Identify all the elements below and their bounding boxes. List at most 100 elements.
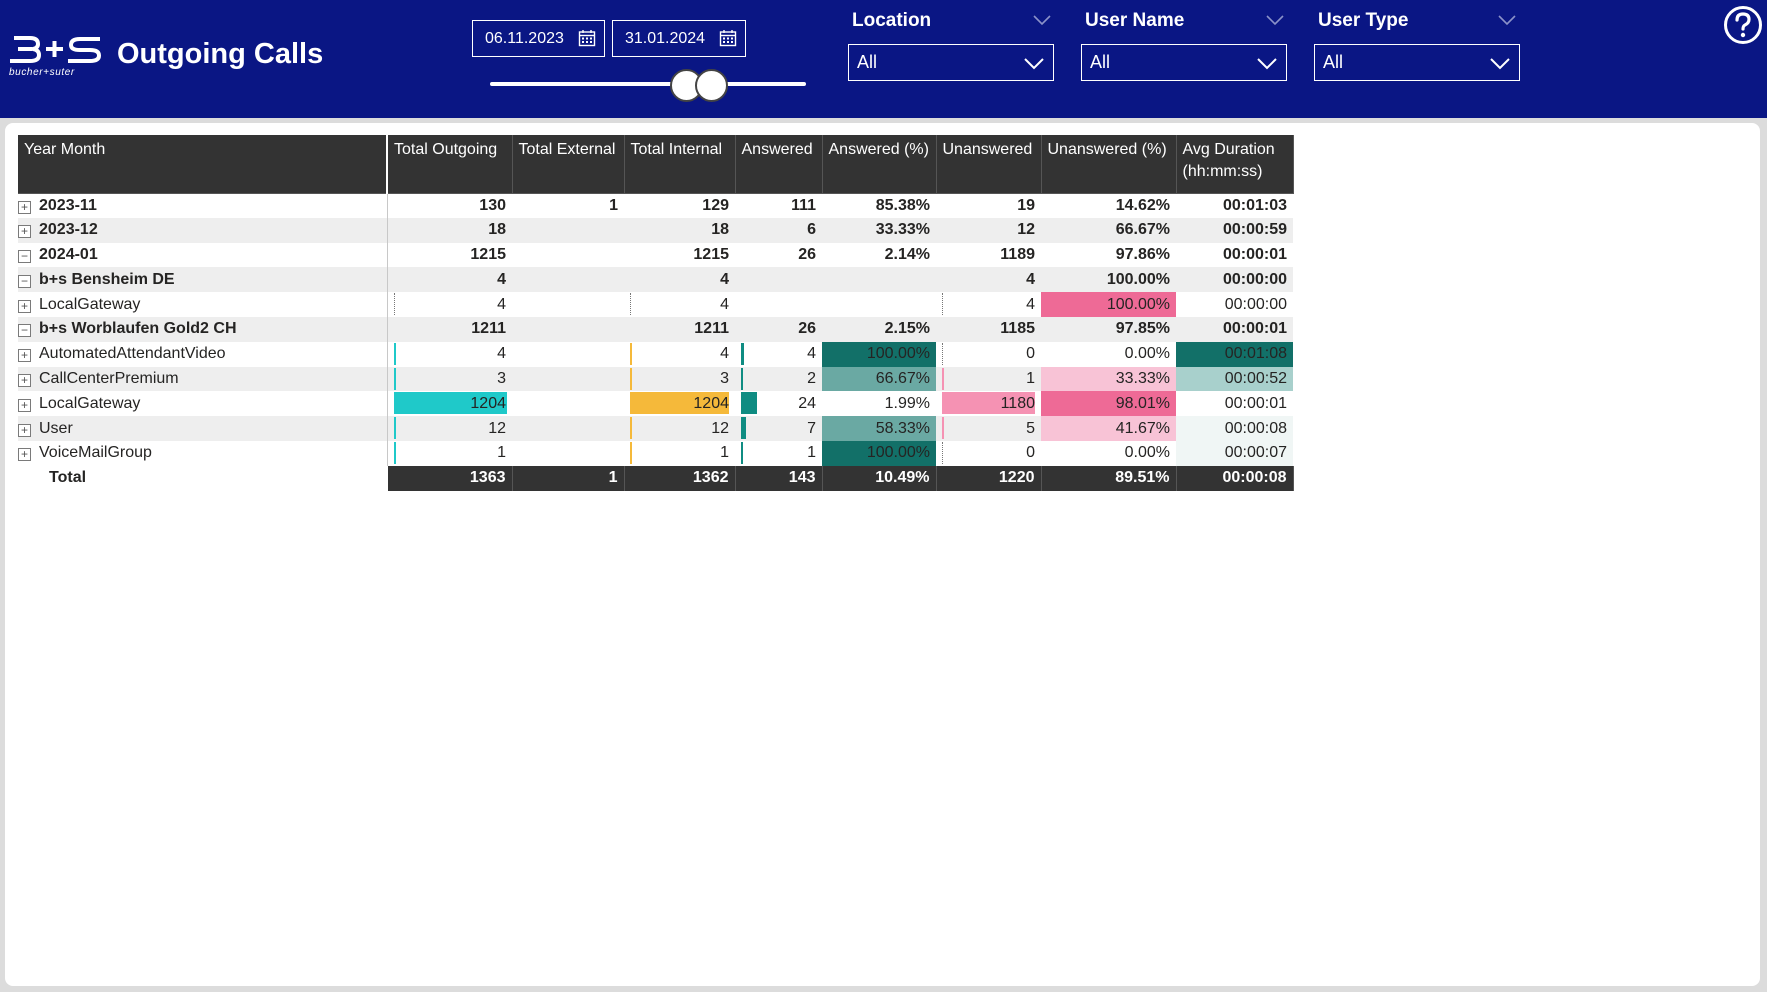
table-row[interactable]: + LocalGateway 1204 1204 24 1.99% 1180 98.01% 00…	[18, 391, 1293, 417]
expand-icon[interactable]: +	[18, 349, 31, 363]
cell-value: 1180	[1000, 394, 1035, 412]
cell-answered-pct: 2.14%	[822, 242, 936, 268]
cell-total-internal: 1204	[624, 391, 735, 417]
row-header: + VoiceMailGroup	[18, 440, 388, 466]
column-header-answered-pct[interactable]: Answered (%)	[822, 135, 937, 193]
row-header: − b+s Bensheim DE	[18, 267, 388, 293]
cell-value: 3	[497, 369, 506, 387]
cell-value: 1	[609, 196, 618, 214]
column-header-total-internal[interactable]: Total Internal	[624, 135, 736, 193]
data-bar	[942, 392, 1035, 415]
cell-total-outgoing: 1211	[387, 316, 512, 342]
data-bar	[741, 441, 743, 464]
cell-avg-duration: 00:00:00	[1176, 292, 1293, 317]
column-header-unanswered[interactable]: Unanswered	[936, 135, 1042, 193]
column-header-answered[interactable]: Answered	[735, 135, 823, 193]
table-row[interactable]: −2024-01 1215 1215 26 2.14% 1189 97.86% 00:00:0…	[18, 242, 1293, 268]
table-row[interactable]: + User 12 12 7 58.33% 5 41.67% 00:00:08	[18, 416, 1293, 441]
cell-answered	[735, 292, 822, 317]
cell-value: 00:00:07	[1224, 444, 1287, 462]
cell-total-internal: 1211	[624, 316, 735, 342]
date-range-end-handle[interactable]	[695, 69, 728, 102]
table-row[interactable]: + VoiceMailGroup 1 1 1 100.00% 0 0.00% 00:00:07	[18, 440, 1293, 466]
row-header: + User	[18, 416, 388, 441]
data-bar	[393, 342, 396, 365]
row-label: 2024-01	[39, 245, 98, 263]
cell-total-internal: 1215	[624, 242, 735, 268]
expand-icon[interactable]: +	[18, 398, 31, 412]
table-row[interactable]: + CallCenterPremium 3 3 2 66.67% 1 33.33% 00:00:…	[18, 366, 1293, 392]
collapse-icon[interactable]: −	[18, 249, 31, 263]
cell-total-external	[512, 341, 624, 367]
expand-icon[interactable]: +	[18, 423, 31, 437]
expand-icon[interactable]: +	[18, 225, 31, 239]
cell-unanswered: 0	[936, 341, 1041, 367]
row-label: 2023-11	[39, 196, 97, 214]
cell-value: 1	[720, 444, 729, 462]
cell-total-external	[512, 391, 624, 417]
collapse-icon[interactable]: −	[18, 324, 31, 338]
calendar-icon[interactable]	[578, 29, 596, 47]
cell-value: 1	[807, 444, 816, 462]
cell-unanswered-pct: 0.00%	[1041, 440, 1176, 466]
data-bar	[942, 367, 944, 390]
cell-value: 7	[807, 419, 816, 437]
cell-value: 100.00%	[866, 444, 930, 462]
cell-value: 1215	[470, 245, 506, 263]
column-header-avg-duration[interactable]: Avg Duration (hh:mm:ss)	[1176, 135, 1294, 193]
chevron-down-icon[interactable]	[1265, 13, 1285, 27]
expand-icon[interactable]: +	[18, 299, 31, 313]
user-type-dropdown[interactable]: All	[1314, 44, 1520, 81]
logo-subtitle: bucher+suter	[9, 67, 75, 78]
chevron-down-icon[interactable]	[1497, 13, 1517, 27]
chevron-down-icon[interactable]	[1032, 13, 1052, 27]
cell-value: 18	[711, 221, 729, 239]
expand-icon[interactable]: +	[18, 373, 31, 387]
cell-avg-duration: 00:00:52	[1176, 366, 1293, 392]
table-row[interactable]: +2023-12 18 18 6 33.33% 12 66.67% 00:00:59	[18, 217, 1293, 243]
data-bar	[630, 342, 632, 365]
total-unanswered-pct: 89.51%	[1041, 465, 1177, 491]
cell-answered: 4	[735, 341, 822, 367]
cell-value: 4	[720, 270, 729, 288]
column-header-total-outgoing[interactable]: Total Outgoing	[387, 135, 513, 193]
total-row: Total 1363 1 1362 143 10.49% 1220 89.51% 00:00:0…	[18, 465, 1294, 491]
table-row[interactable]: +2023-11 130 1 129 111 85.38% 19 14.62% 00:01:03	[18, 192, 1293, 218]
table-row[interactable]: − b+s Worblaufen Gold2 CH 1211 1211 26 2.15% 1…	[18, 316, 1293, 342]
end-date-input[interactable]: 31.01.2024	[612, 20, 746, 57]
collapse-icon[interactable]: −	[18, 274, 31, 288]
cell-unanswered: 19	[936, 192, 1041, 218]
column-header-unanswered-pct[interactable]: Unanswered (%)	[1041, 135, 1177, 193]
cell-value: 12	[711, 419, 729, 437]
user-name-dropdown[interactable]: All	[1081, 44, 1287, 81]
question-circle-icon[interactable]	[1723, 5, 1763, 45]
user-type-slicer-label: User Type	[1318, 10, 1409, 31]
expand-icon[interactable]: +	[18, 448, 31, 462]
cell-value: 26	[798, 320, 816, 338]
date-range-slider-track[interactable]	[490, 82, 806, 86]
matrix-body: +2023-11 130 1 129 111 85.38% 19 14.62% 00:01:03…	[18, 192, 1294, 491]
cell-total-external	[512, 292, 624, 317]
cell-value: 1215	[693, 245, 729, 263]
cell-value: 6	[807, 221, 816, 239]
cell-total-internal: 4	[624, 341, 735, 367]
start-date-value: 06.11.2023	[485, 29, 564, 47]
cell-value: 0.00%	[1124, 345, 1170, 363]
cell-value: 1204	[470, 394, 506, 412]
table-row[interactable]: − b+s Bensheim DE 4 4 4 100.00% 00:00:00	[18, 267, 1293, 293]
cell-value: 00:00:01	[1224, 394, 1287, 412]
cell-value: 1211	[471, 320, 506, 338]
table-row[interactable]: + AutomatedAttendantVideo 4 4 4 100.00% 0 0.00%…	[18, 341, 1293, 367]
total-avg-duration: 00:00:08	[1176, 465, 1294, 491]
total-answered-pct: 10.49%	[822, 465, 937, 491]
start-date-input[interactable]: 06.11.2023	[472, 20, 605, 57]
calendar-icon[interactable]	[719, 29, 737, 47]
cell-value: 5	[1026, 419, 1035, 437]
expand-icon[interactable]: +	[18, 200, 31, 214]
column-header-total-external[interactable]: Total External	[512, 135, 625, 193]
table-row[interactable]: + LocalGateway 4 4 4 100.00% 00:00:00	[18, 292, 1293, 317]
cell-unanswered-pct: 98.01%	[1041, 391, 1176, 417]
column-header-year-month[interactable]: Year Month	[18, 135, 388, 193]
cell-value: 97.85%	[1115, 320, 1170, 338]
location-dropdown[interactable]: All	[848, 44, 1054, 81]
